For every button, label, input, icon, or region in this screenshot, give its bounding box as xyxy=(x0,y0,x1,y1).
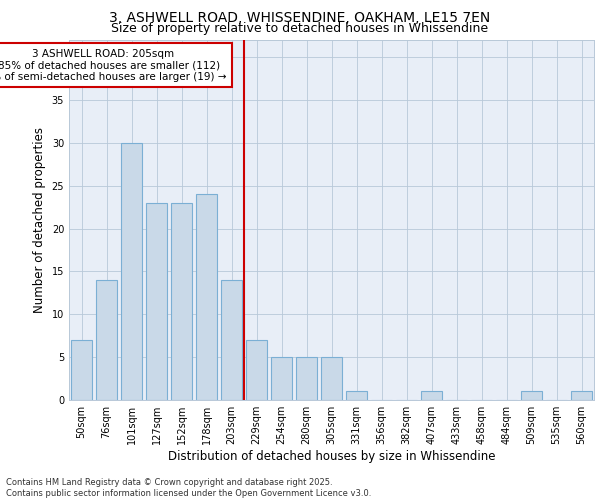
Bar xyxy=(271,357,292,400)
Bar xyxy=(571,392,592,400)
Bar xyxy=(246,340,267,400)
X-axis label: Distribution of detached houses by size in Whissendine: Distribution of detached houses by size … xyxy=(168,450,495,463)
Bar xyxy=(96,280,117,400)
Text: Size of property relative to detached houses in Whissendine: Size of property relative to detached ho… xyxy=(112,22,488,35)
Text: 3, ASHWELL ROAD, WHISSENDINE, OAKHAM, LE15 7EN: 3, ASHWELL ROAD, WHISSENDINE, OAKHAM, LE… xyxy=(109,11,491,25)
Bar xyxy=(421,392,442,400)
Bar xyxy=(296,357,317,400)
Bar xyxy=(121,143,142,400)
Bar xyxy=(521,392,542,400)
Text: 3 ASHWELL ROAD: 205sqm
← 85% of detached houses are smaller (112)
15% of semi-de: 3 ASHWELL ROAD: 205sqm ← 85% of detached… xyxy=(0,48,227,82)
Text: Contains HM Land Registry data © Crown copyright and database right 2025.
Contai: Contains HM Land Registry data © Crown c… xyxy=(6,478,371,498)
Bar xyxy=(346,392,367,400)
Bar xyxy=(221,280,242,400)
Bar xyxy=(171,203,192,400)
Bar xyxy=(146,203,167,400)
Y-axis label: Number of detached properties: Number of detached properties xyxy=(33,127,46,313)
Bar xyxy=(196,194,217,400)
Bar xyxy=(71,340,92,400)
Bar xyxy=(321,357,342,400)
